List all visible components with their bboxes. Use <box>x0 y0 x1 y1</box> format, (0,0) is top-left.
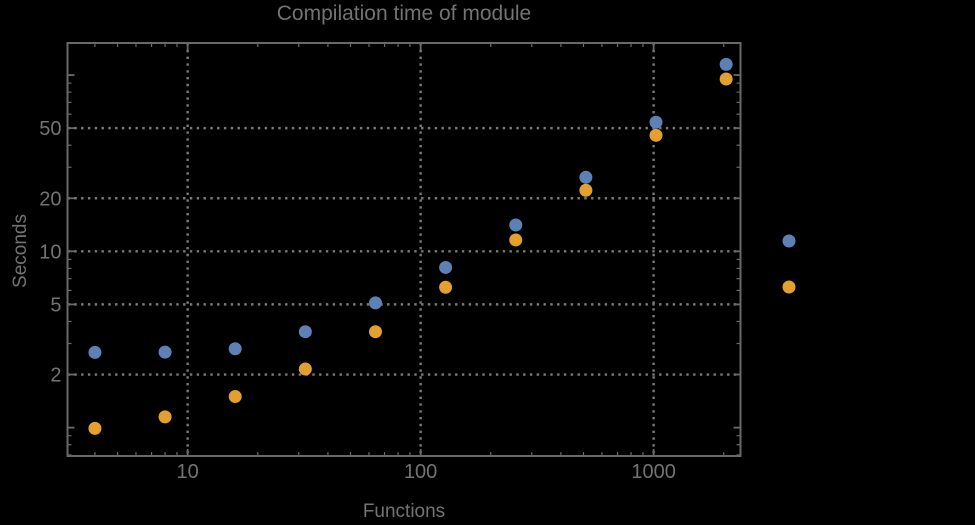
data-point-series-2-x2048 <box>719 72 733 86</box>
data-point-series-2-x32 <box>298 362 312 376</box>
data-point-series-2-x8 <box>158 410 172 424</box>
legend-marker-1 <box>782 234 796 248</box>
data-point-series-2-x4 <box>88 421 102 435</box>
chart-title: Compilation time of module <box>276 2 532 25</box>
data-point-series-2-x64 <box>368 325 382 339</box>
plot-frame <box>66 42 742 457</box>
data-point-series-1-x1024 <box>649 115 663 129</box>
data-point-series-1-x512 <box>579 170 593 184</box>
y-tick-label-20: 20 <box>39 188 61 210</box>
legend-marker-2 <box>782 280 796 294</box>
data-point-series-1-x256 <box>509 218 523 232</box>
data-point-series-2-x512 <box>579 183 593 197</box>
y-tick-label-5: 5 <box>50 294 61 316</box>
x-tick-label-100: 100 <box>404 461 437 483</box>
data-point-series-1-x2048 <box>719 57 733 71</box>
data-point-series-1-x64 <box>368 296 382 310</box>
y-tick-label-2: 2 <box>50 365 61 387</box>
y-tick-label-50: 50 <box>39 118 61 140</box>
y-axis-label: Seconds <box>10 214 31 288</box>
x-axis-label: Functions <box>362 501 446 522</box>
data-point-series-2-x16 <box>228 390 242 404</box>
data-point-series-1-x128 <box>439 260 453 274</box>
data-point-series-2-x256 <box>509 233 523 247</box>
data-point-series-2-x128 <box>439 280 453 294</box>
data-point-series-1-x32 <box>298 325 312 339</box>
x-tick-label-1000: 1000 <box>631 461 676 483</box>
data-point-series-1-x4 <box>88 345 102 359</box>
data-point-series-1-x8 <box>158 345 172 359</box>
x-tick-label-10: 10 <box>177 461 199 483</box>
data-point-series-1-x16 <box>228 342 242 356</box>
data-point-series-2-x1024 <box>649 128 663 142</box>
y-tick-label-10: 10 <box>39 241 61 263</box>
